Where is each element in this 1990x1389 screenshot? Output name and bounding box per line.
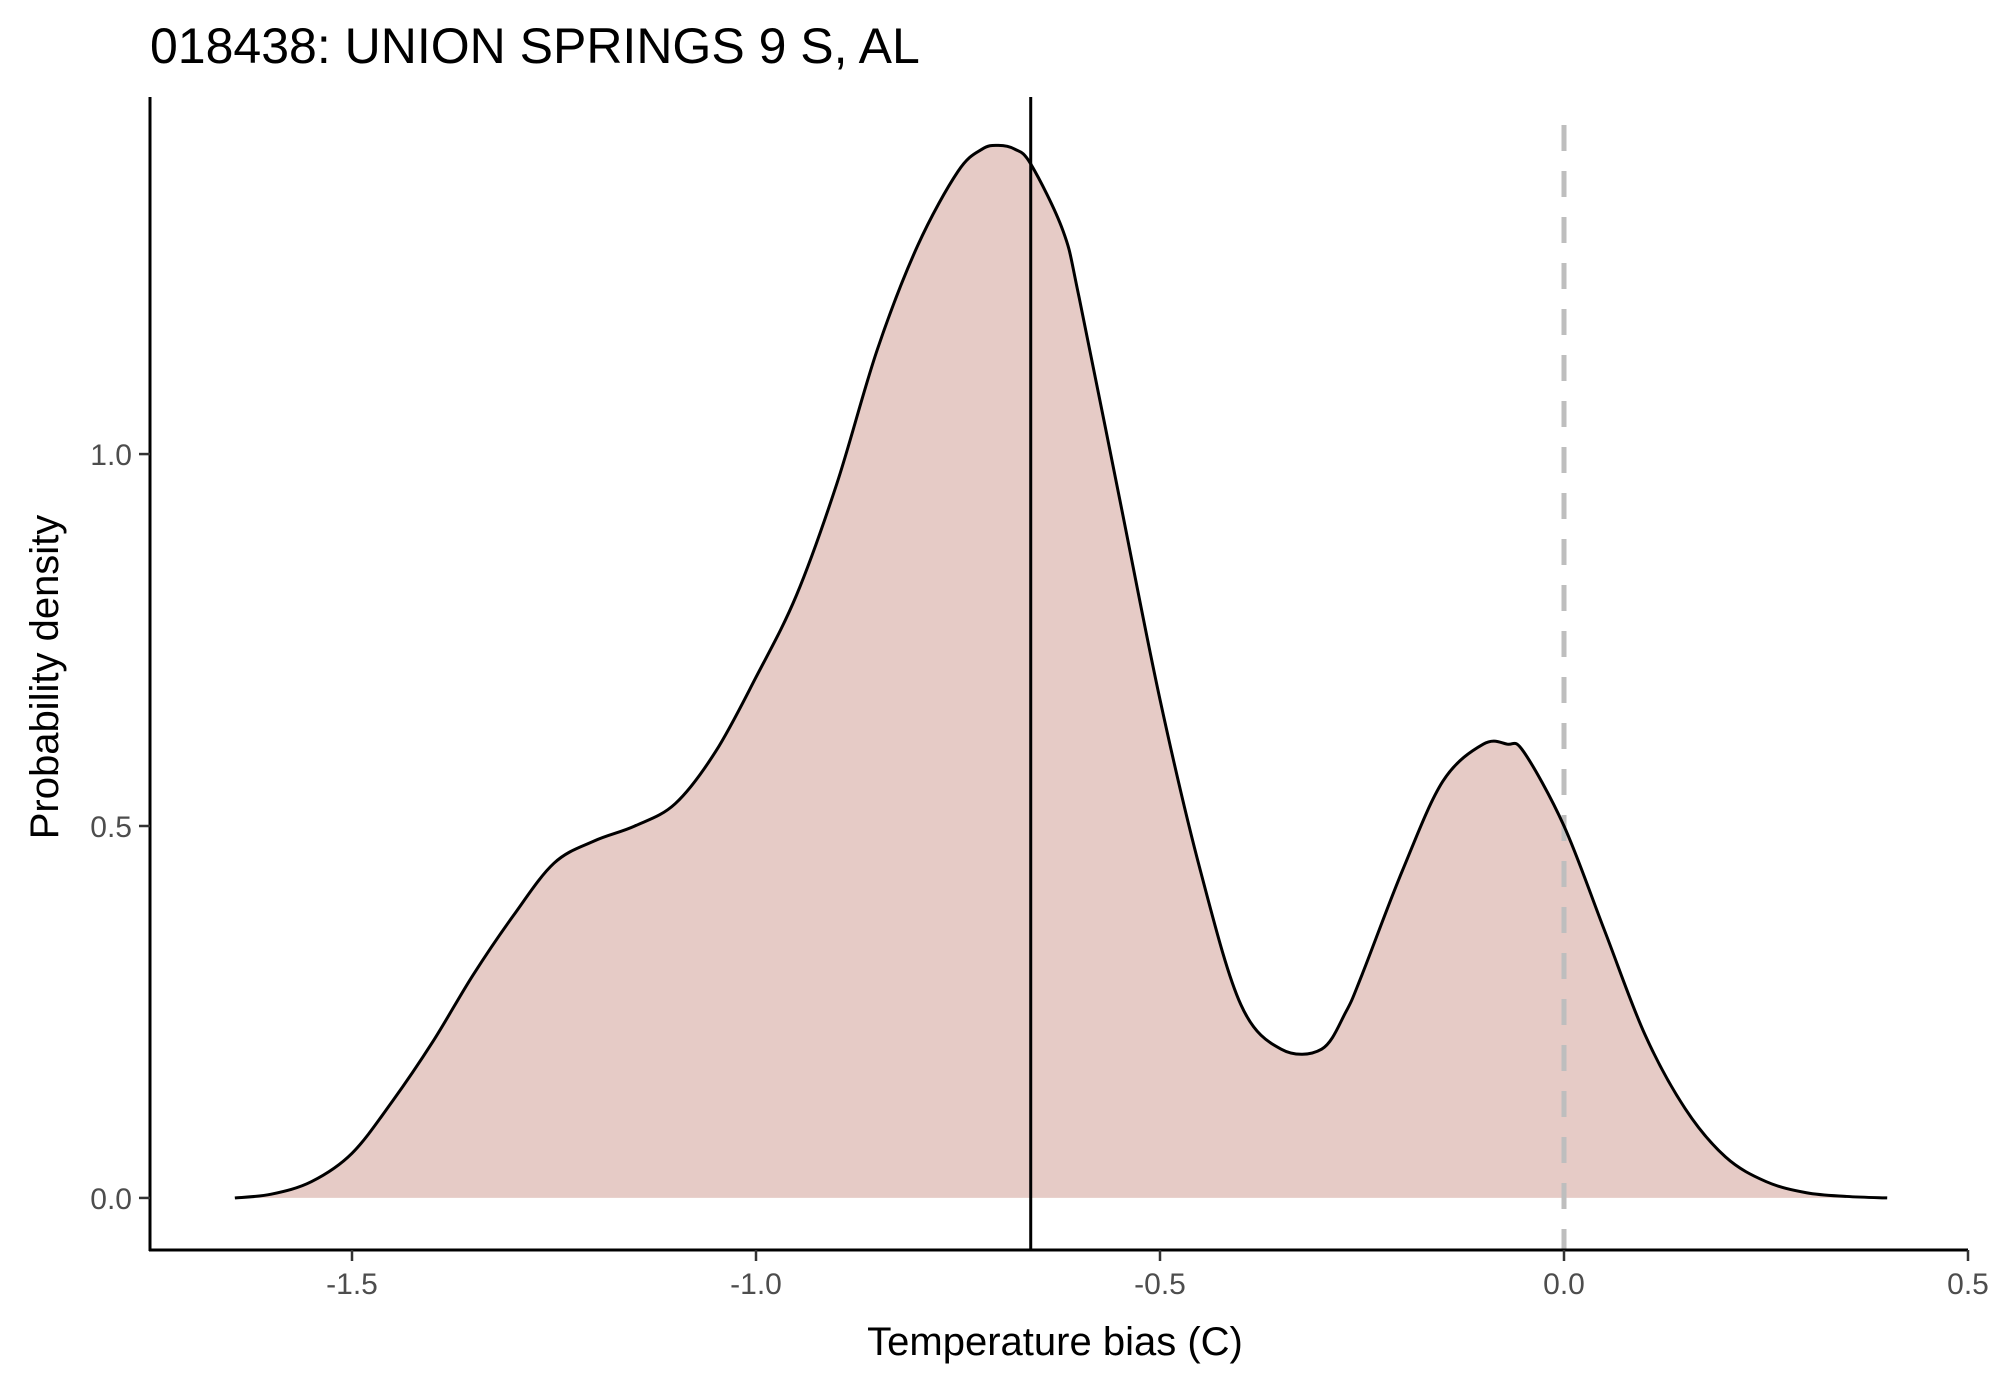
y-tick-label: 1.0 <box>90 439 132 472</box>
density-curve <box>234 143 1888 1200</box>
x-tick-label: 0.0 <box>1543 1268 1585 1301</box>
x-tick-label: -1.0 <box>730 1268 782 1301</box>
density-area <box>234 145 1888 1198</box>
axes: -1.5 -1.0 -0.5 0.0 0.5 0.0 0.5 1.0 <box>90 97 1989 1301</box>
y-axis-title: Probability density <box>23 515 67 840</box>
y-tick-label: 0.0 <box>90 1183 132 1216</box>
chart-title: 018438: UNION SPRINGS 9 S, AL <box>150 18 920 74</box>
y-tick-label: 0.5 <box>90 811 132 844</box>
x-tick-label: -0.5 <box>1134 1268 1186 1301</box>
x-tick-label: -1.5 <box>326 1268 378 1301</box>
plot-area <box>234 97 1888 1250</box>
x-tick-label: 0.5 <box>1947 1268 1989 1301</box>
x-axis-title: Temperature bias (C) <box>867 1320 1243 1364</box>
